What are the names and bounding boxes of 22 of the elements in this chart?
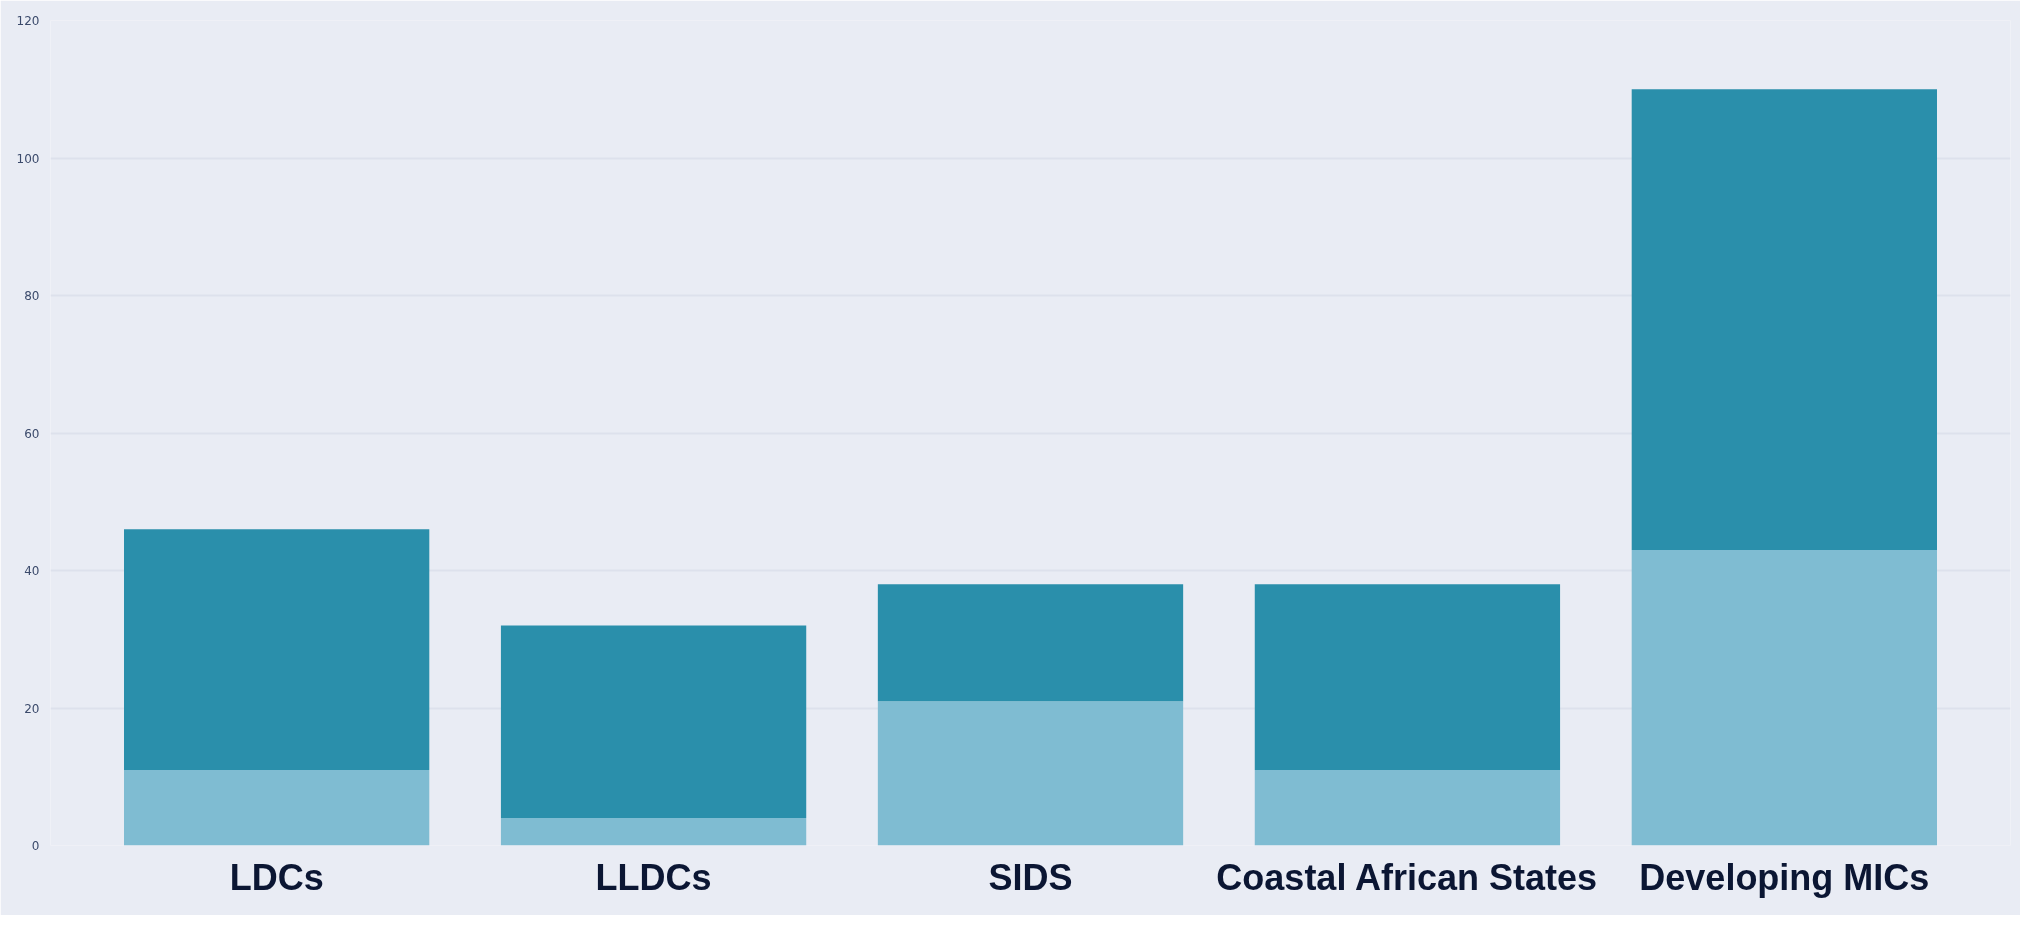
x-tick-label: LLDCs — [595, 856, 712, 898]
x-tick-label: Developing MICs — [1639, 856, 1930, 898]
x-tick-label: Coastal African States — [1216, 856, 1598, 898]
y-tick-label: 40 — [24, 564, 40, 578]
bar — [877, 701, 1184, 846]
bar — [1254, 769, 1561, 846]
bar — [1631, 549, 1937, 846]
y-tick-label: 100 — [16, 151, 40, 166]
bar — [1631, 89, 1937, 550]
y-tick-label: 0 — [31, 839, 40, 853]
y-tick-label: 60 — [24, 426, 40, 441]
bar — [500, 625, 807, 818]
x-tick-label: LDCs — [229, 856, 324, 898]
y-tick-label: 80 — [24, 289, 40, 303]
x-tick-label: SIDS — [988, 856, 1073, 898]
y-tick-label: 120 — [16, 14, 40, 28]
bar — [877, 584, 1184, 702]
bar — [124, 769, 430, 846]
bar — [124, 529, 430, 770]
y-tick-label: 20 — [24, 701, 40, 716]
bar — [500, 818, 807, 846]
bar — [1254, 584, 1561, 770]
